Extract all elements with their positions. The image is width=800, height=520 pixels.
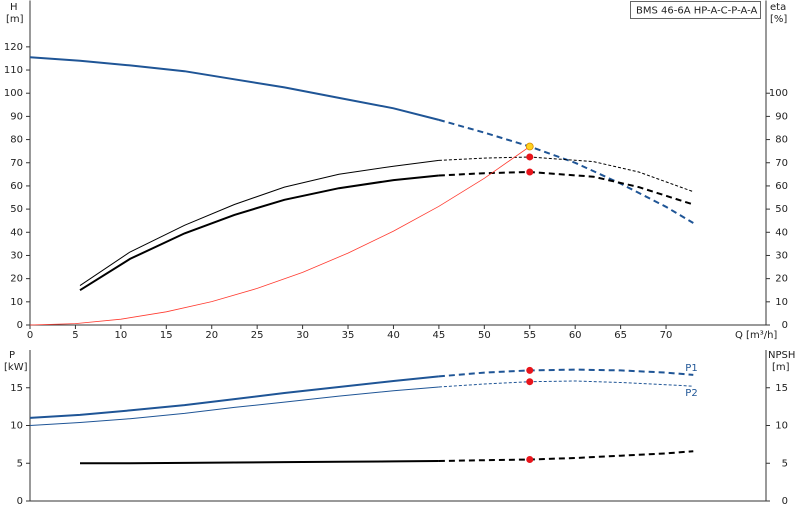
y-tick-label: 120 [4, 42, 23, 53]
duty-point [526, 168, 534, 176]
curve [79, 174, 440, 292]
y-tick-label: 0 [17, 320, 23, 331]
y-tick-label: 80 [10, 135, 23, 146]
curve-dashed [438, 118, 694, 224]
duty-point [526, 378, 534, 386]
duty-point [526, 366, 534, 374]
y2-axis-label: eta [770, 2, 786, 13]
y-tick-label: 70 [10, 158, 23, 169]
y2-axis-label: NPSH [768, 350, 795, 361]
chart-title: BMS 46-6A HP-A-C-P-A-A [636, 6, 757, 17]
series-label: P1 [685, 363, 697, 374]
curve [29, 56, 440, 121]
x-tick-label: 70 [660, 330, 673, 341]
curve-dashed [438, 450, 694, 462]
curve-dashed [438, 368, 694, 378]
y2-tick-label: 90 [775, 111, 788, 122]
x-tick-label: 30 [296, 330, 309, 341]
x-tick-label: 35 [342, 330, 355, 341]
title-box [630, 1, 761, 19]
x-tick-label: 20 [205, 330, 218, 341]
duty-point [526, 153, 534, 161]
y2-tick-label: 100 [769, 88, 788, 99]
y2-tick-label: 80 [775, 135, 788, 146]
y2-tick-label: 5 [782, 458, 788, 469]
y-tick-label: 30 [10, 250, 23, 261]
y-tick-label: 15 [10, 383, 23, 394]
x-tick-label: 55 [523, 330, 536, 341]
curve [29, 375, 440, 419]
y2-tick-label: 0 [782, 496, 788, 507]
y-axis-unit: [m] [6, 14, 24, 25]
y-tick-label: 110 [4, 65, 23, 76]
y2-tick-label: 50 [775, 204, 788, 215]
curve-dashed [438, 156, 694, 193]
y-tick-label: 10 [10, 421, 23, 432]
y2-tick-label: 0 [782, 320, 788, 331]
y-axis-label: H [10, 2, 18, 13]
y-tick-label: 40 [10, 227, 23, 238]
curve-dashed [438, 170, 694, 206]
x-tick-label: 45 [433, 330, 446, 341]
duty-point [525, 142, 534, 151]
y2-tick-label: 40 [775, 227, 788, 238]
x-axis-label: Q [m³/h] [735, 330, 777, 341]
y2-axis-unit: [%] [770, 14, 787, 25]
y2-axis-unit: [m] [772, 362, 790, 373]
y-axis-label: P [9, 350, 15, 361]
curve [29, 386, 439, 426]
y-tick-label: 5 [17, 458, 23, 469]
y-tick-label: 0 [17, 496, 23, 507]
x-tick-label: 65 [614, 330, 627, 341]
y2-tick-label: 20 [775, 274, 788, 285]
y-tick-label: 10 [10, 297, 23, 308]
y-tick-label: 20 [10, 274, 23, 285]
y2-tick-label: 70 [775, 158, 788, 169]
x-tick-label: 50 [478, 330, 491, 341]
y-axis-unit: [kW] [4, 362, 28, 373]
y2-tick-label: 10 [775, 297, 788, 308]
x-tick-label: 25 [251, 330, 264, 341]
x-tick-label: 10 [114, 330, 127, 341]
curve [29, 146, 531, 326]
x-tick-label: 15 [160, 330, 173, 341]
y2-tick-label: 60 [775, 181, 788, 192]
duty-point [526, 455, 534, 463]
x-tick-label: 40 [387, 330, 400, 341]
y2-tick-label: 15 [775, 383, 788, 394]
x-tick-label: 60 [569, 330, 582, 341]
y-tick-label: 90 [10, 111, 23, 122]
curve [80, 460, 439, 465]
y-tick-label: 60 [10, 181, 23, 192]
y-tick-label: 50 [10, 204, 23, 215]
x-tick-label: 5 [72, 330, 78, 341]
y2-tick-label: 10 [775, 421, 788, 432]
curve-dashed [438, 380, 694, 388]
x-tick-label: 0 [27, 330, 33, 341]
y-tick-label: 100 [4, 88, 23, 99]
curve [79, 159, 439, 287]
y2-tick-label: 30 [775, 250, 788, 261]
series-label: P2 [685, 388, 697, 399]
